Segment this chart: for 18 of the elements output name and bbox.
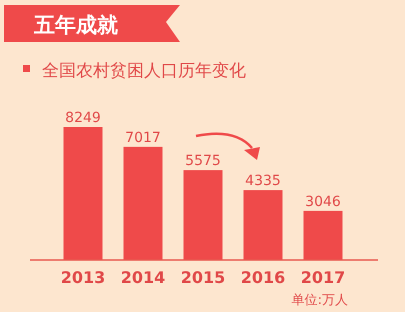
data-label: 7017 — [125, 130, 161, 146]
bar — [304, 210, 342, 260]
x-tick-label: 2016 — [240, 268, 286, 287]
x-tick-label: 2015 — [180, 268, 226, 287]
text: 单位:万人 — [292, 293, 348, 308]
x-tick-label: 2013 — [60, 268, 106, 287]
data-label: 8249 — [65, 110, 101, 126]
x-tick-label: 2017 — [300, 268, 346, 287]
bar — [64, 127, 102, 260]
data-label: 3046 — [305, 194, 341, 210]
chart-title: 五年成就 — [33, 13, 118, 37]
chart-subtitle: 全国农村贫困人口历年变化 — [42, 61, 246, 81]
bar — [244, 190, 282, 260]
bar — [124, 146, 162, 260]
data-label: 5575 — [185, 153, 221, 170]
data-label: 4335 — [245, 173, 281, 190]
x-tick-label: 2014 — [120, 268, 166, 287]
bar — [184, 170, 222, 260]
